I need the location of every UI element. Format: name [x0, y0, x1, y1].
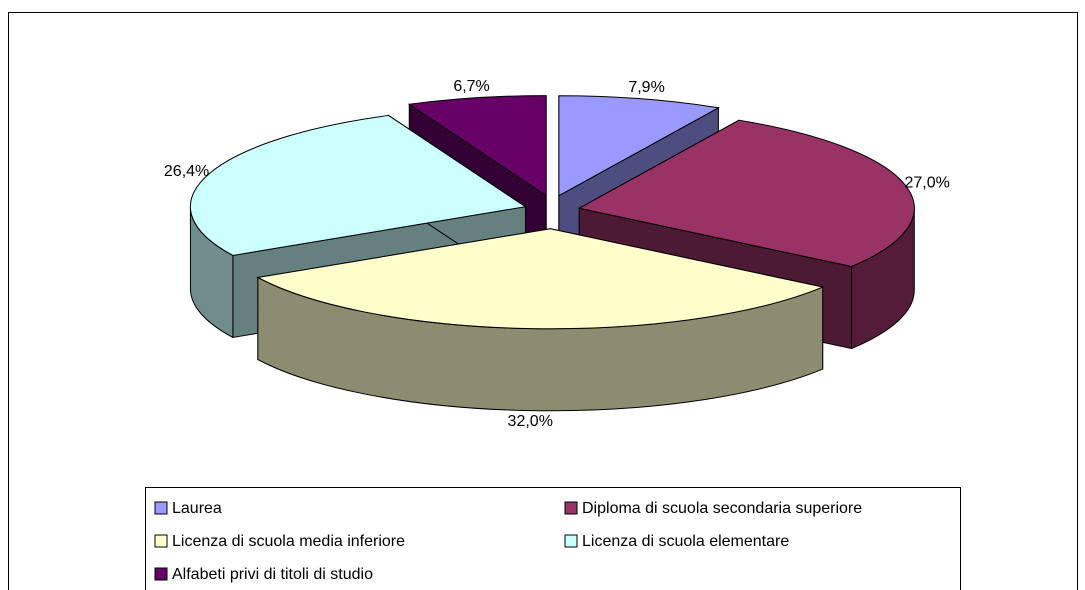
legend-swatch [154, 534, 168, 548]
legend-swatch [564, 534, 578, 548]
chart-frame [8, 12, 1078, 590]
slice [558, 95, 720, 197]
legend-label: Alfabeti privi di titoli di studio [172, 566, 373, 583]
data-label: 27,0% [905, 175, 950, 192]
slice [577, 119, 915, 268]
legend-label: Licenza di scuola elementare [582, 533, 789, 550]
legend-swatch [564, 501, 578, 515]
slice [189, 114, 527, 256]
data-label: 26,4% [164, 163, 209, 180]
data-label: 32,0% [508, 413, 553, 430]
data-label: 6,7% [453, 78, 489, 95]
slice [256, 228, 825, 330]
legend-label: Licenza di scuola media inferiore [172, 533, 405, 550]
legend-box [145, 487, 961, 590]
legend-swatch [154, 567, 168, 581]
data-label: 7,9% [628, 79, 664, 96]
legend-swatch [154, 501, 168, 515]
slice [407, 95, 547, 197]
legend-label: Diploma di scuola secondaria superiore [582, 500, 862, 517]
legend-label: Laurea [172, 500, 222, 517]
